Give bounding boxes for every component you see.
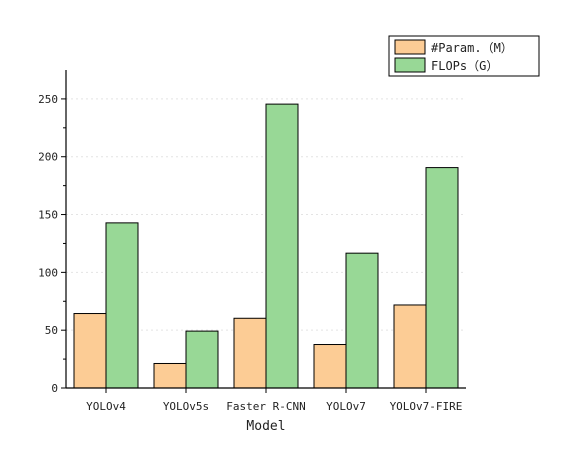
bar-param-yolov4 (73, 313, 107, 389)
legend-label-flops: FLOPs（G） (431, 59, 498, 73)
legend-swatch-flops (394, 57, 426, 73)
bar-flops-faster-r-cnn (265, 103, 299, 389)
y-tick-label: 0 (51, 382, 58, 395)
bar-param-yolov7-fire (393, 304, 427, 389)
bars (73, 103, 459, 389)
y-tick-label: 50 (45, 324, 58, 337)
x-axis-title: Model (246, 419, 285, 434)
legend-swatch-param (394, 39, 426, 55)
bar-flops-yolov7-fire (425, 167, 459, 389)
y-tick-label: 200 (38, 151, 58, 164)
bar-flops-yolov7 (345, 252, 379, 389)
y-ticks: 0 50 100 150 200 250 (38, 93, 66, 395)
y-tick-label: 150 (38, 209, 58, 222)
x-ticks: YOLOv4 YOLOv5s Faster R-CNN YOLOv7 YOLOv7-FI… (86, 388, 462, 413)
legend: #Param.（M） FLOPs（G） (388, 35, 540, 77)
x-tick-label: YOLOv7-FIRE (390, 400, 463, 413)
y-tick-label: 100 (38, 266, 58, 279)
x-tick-label: YOLOv7 (326, 400, 366, 413)
y-tick-label: 250 (38, 93, 58, 106)
bar-param-yolov5s (153, 362, 187, 389)
legend-label-param: #Param.（M） (431, 41, 513, 55)
bar-flops-yolov4 (105, 222, 139, 389)
x-tick-label: YOLOv4 (86, 400, 126, 413)
x-tick-label: Faster R-CNN (226, 400, 305, 413)
bar-param-yolov7 (313, 344, 347, 389)
bar-flops-yolov5s (185, 330, 219, 389)
x-tick-label: YOLOv5s (163, 400, 209, 413)
bar-param-faster-r-cnn (233, 317, 267, 389)
